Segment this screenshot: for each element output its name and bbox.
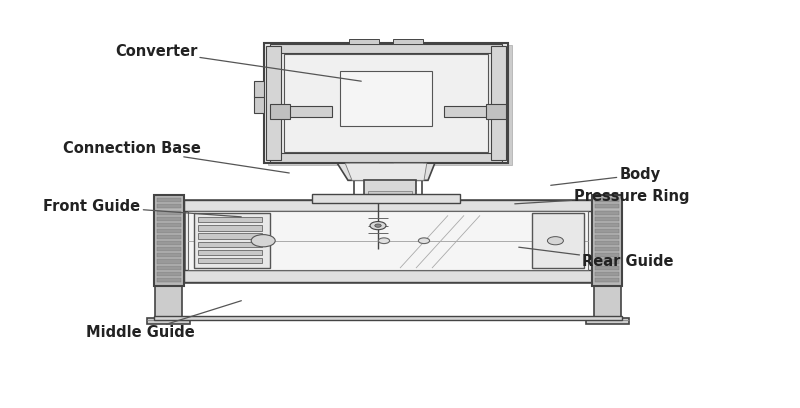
Bar xyxy=(198,217,262,222)
Bar xyxy=(154,195,184,286)
Bar xyxy=(595,259,619,264)
Bar xyxy=(154,316,622,320)
Bar xyxy=(595,211,619,215)
Bar xyxy=(364,180,416,200)
Polygon shape xyxy=(346,163,427,180)
Bar xyxy=(157,278,181,282)
Bar xyxy=(595,217,619,221)
Bar xyxy=(595,241,619,245)
Bar xyxy=(595,247,619,251)
Bar xyxy=(157,217,181,221)
Bar xyxy=(394,162,422,167)
Bar xyxy=(194,213,270,268)
Bar xyxy=(157,204,181,208)
Bar xyxy=(595,272,619,276)
Bar xyxy=(157,266,181,270)
Bar xyxy=(595,223,619,227)
Bar xyxy=(394,39,422,44)
Bar xyxy=(594,286,621,320)
Bar xyxy=(532,213,584,268)
Bar xyxy=(595,235,619,239)
Bar xyxy=(350,162,378,167)
Bar xyxy=(147,318,190,324)
Bar xyxy=(268,45,512,165)
Bar xyxy=(198,242,262,247)
Bar xyxy=(284,54,488,152)
Bar xyxy=(198,225,262,231)
Circle shape xyxy=(251,235,275,247)
Bar xyxy=(184,200,592,211)
Bar xyxy=(340,71,432,126)
Text: Front Guide: Front Guide xyxy=(43,199,242,217)
Circle shape xyxy=(370,222,386,230)
Bar xyxy=(491,46,506,160)
Bar xyxy=(157,241,181,245)
Bar xyxy=(254,82,264,97)
Bar xyxy=(270,153,502,162)
Bar xyxy=(157,223,181,227)
Bar xyxy=(368,191,412,198)
Bar xyxy=(288,106,332,118)
Bar xyxy=(595,278,619,282)
Circle shape xyxy=(374,224,381,227)
Circle shape xyxy=(378,238,390,244)
Bar xyxy=(350,39,378,44)
Bar xyxy=(486,104,506,120)
Circle shape xyxy=(547,237,563,245)
Bar xyxy=(266,46,281,160)
Bar xyxy=(198,250,262,255)
Bar xyxy=(157,272,181,276)
Bar xyxy=(254,95,264,113)
Text: Connection Base: Connection Base xyxy=(63,142,290,173)
Bar xyxy=(157,253,181,257)
Bar xyxy=(184,270,592,282)
Bar xyxy=(586,318,629,324)
Bar xyxy=(157,235,181,239)
Bar xyxy=(592,195,622,286)
Bar xyxy=(184,200,592,282)
Text: Body: Body xyxy=(550,167,661,185)
Bar xyxy=(157,211,181,215)
Bar xyxy=(198,258,262,263)
Text: Pressure Ring: Pressure Ring xyxy=(514,189,690,204)
Bar xyxy=(595,204,619,208)
Bar xyxy=(270,104,290,120)
Bar xyxy=(595,253,619,257)
Bar xyxy=(312,194,460,203)
Bar xyxy=(188,211,588,270)
Bar xyxy=(264,43,508,163)
Polygon shape xyxy=(338,163,435,180)
Bar xyxy=(157,259,181,264)
Circle shape xyxy=(418,238,430,244)
Text: Rear Guide: Rear Guide xyxy=(518,247,674,268)
Bar xyxy=(270,44,502,53)
Bar xyxy=(157,198,181,202)
Bar xyxy=(595,266,619,270)
Bar xyxy=(198,233,262,239)
Bar xyxy=(155,286,182,320)
Bar xyxy=(595,229,619,233)
Bar xyxy=(157,229,181,233)
Text: Converter: Converter xyxy=(115,44,362,81)
Text: Middle Guide: Middle Guide xyxy=(86,301,242,340)
Bar xyxy=(595,198,619,202)
Bar xyxy=(444,106,488,118)
Bar xyxy=(157,247,181,251)
